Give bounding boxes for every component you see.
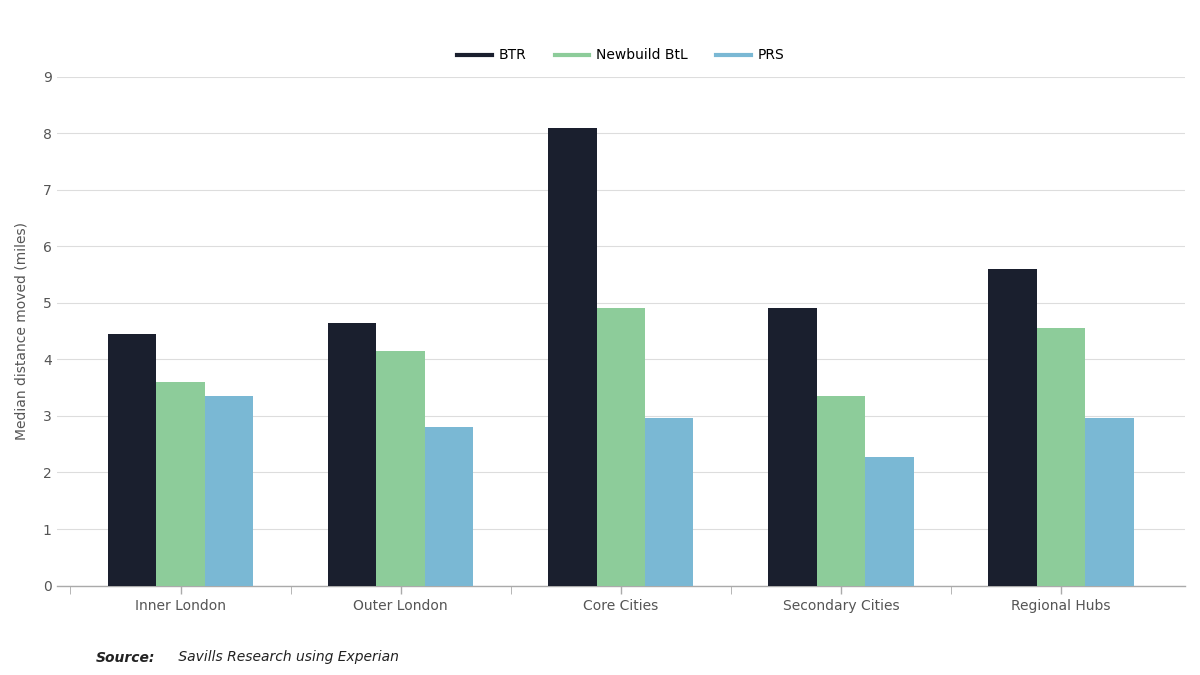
Bar [1037,328,1085,585]
Bar [156,382,205,585]
Bar [596,308,646,585]
Bar [425,427,473,585]
Text: Savills Research using Experian: Savills Research using Experian [174,651,398,664]
Bar [205,396,253,585]
Bar [865,456,913,585]
Bar [646,418,694,585]
Bar [328,323,377,585]
Bar [768,308,817,585]
Y-axis label: Median distance moved (miles): Median distance moved (miles) [14,222,29,440]
Legend: BTR, Newbuild BtL, PRS: BTR, Newbuild BtL, PRS [452,43,790,68]
Text: Source:: Source: [96,651,155,664]
Bar [1085,418,1134,585]
Bar [989,269,1037,585]
Bar [817,396,865,585]
Bar [108,334,156,585]
Bar [377,351,425,585]
Bar [548,128,596,585]
